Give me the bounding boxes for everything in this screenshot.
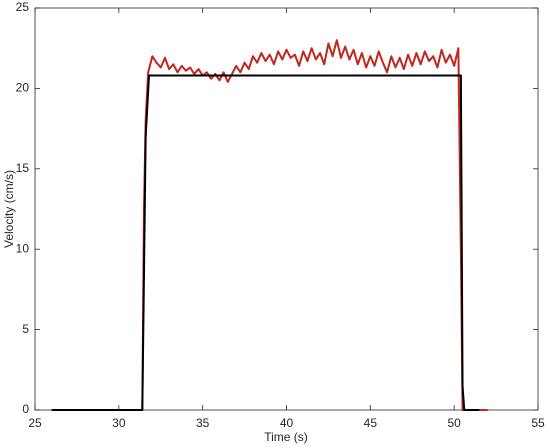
y-tick-label: 15 <box>16 161 30 175</box>
x-tick-label: 25 <box>28 416 42 430</box>
x-tick-label: 40 <box>280 416 294 430</box>
data-line <box>51 39 488 411</box>
y-tick-label: 20 <box>16 81 30 95</box>
x-tick-label: 30 <box>112 416 126 430</box>
y-tick-label: 5 <box>22 322 29 336</box>
y-tick-label: 25 <box>16 0 30 14</box>
y-axis-label: Velocity (cm/s) <box>2 170 16 248</box>
x-tick-label: 45 <box>364 416 378 430</box>
y-tick-label: 0 <box>22 402 29 416</box>
y-tick-label: 10 <box>16 241 30 255</box>
data-line <box>51 74 480 411</box>
x-tick-label: 55 <box>531 416 545 430</box>
x-axis-label: Time (s) <box>264 430 308 444</box>
x-tick-label: 35 <box>196 416 210 430</box>
x-tick-label: 50 <box>447 416 461 430</box>
